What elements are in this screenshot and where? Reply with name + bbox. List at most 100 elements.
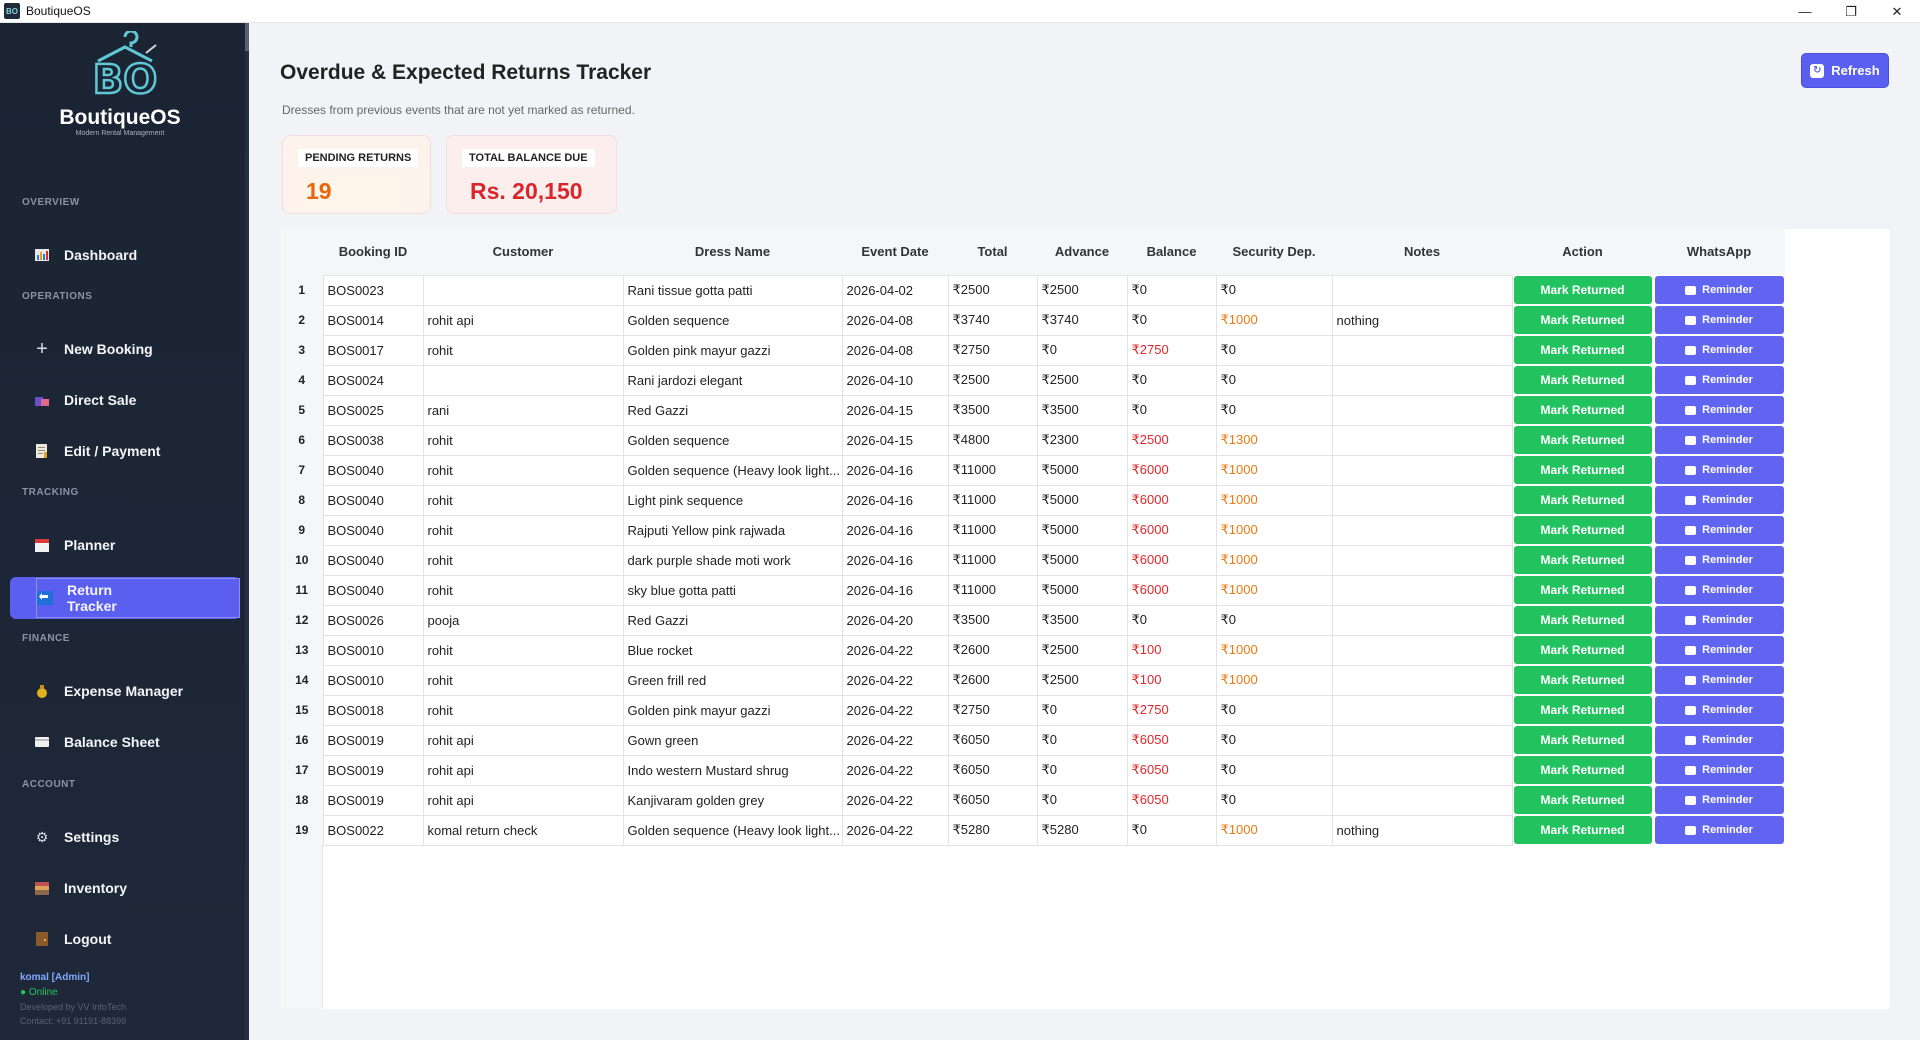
refresh-label: Refresh bbox=[1831, 63, 1880, 78]
total-cell: ₹3740 bbox=[947, 304, 1038, 336]
table-row[interactable]: 14 BOS0010 rohit Green frill red 2026-04-22 ₹… bbox=[281, 664, 1786, 696]
mark-returned-button[interactable]: Mark Returned bbox=[1513, 276, 1652, 304]
column-header[interactable]: Dress Name bbox=[623, 229, 842, 275]
mark-returned-button[interactable]: Mark Returned bbox=[1513, 426, 1652, 454]
column-header[interactable]: Event Date bbox=[842, 229, 948, 275]
mark-returned-button[interactable]: Mark Returned bbox=[1513, 366, 1652, 394]
mark-returned-button[interactable]: Mark Returned bbox=[1513, 516, 1652, 544]
reminder-button[interactable]: Reminder bbox=[1654, 786, 1784, 814]
nav-expense-manager[interactable]: Expense Manager bbox=[12, 672, 240, 710]
total-cell: ₹11000 bbox=[947, 574, 1038, 606]
nav-direct-sale[interactable]: Direct Sale bbox=[12, 381, 240, 419]
table-row[interactable]: 10 BOS0040 rohit dark purple shade moti wor… bbox=[281, 544, 1786, 576]
column-header[interactable]: Security Dep. bbox=[1216, 229, 1332, 275]
column-header[interactable]: Total bbox=[948, 229, 1037, 275]
customer-cell: rohit api bbox=[422, 784, 624, 816]
table-row[interactable]: 7 BOS0040 rohit Golden sequence (Heavy look… bbox=[281, 454, 1786, 486]
nav-balance-sheet[interactable]: Balance Sheet bbox=[12, 723, 240, 761]
table-row[interactable]: 1 BOS0023 Rani tissue gotta patti 2026-04-0… bbox=[281, 274, 1786, 306]
column-header[interactable]: Action bbox=[1512, 229, 1653, 275]
security-deposit-cell: ₹1000 bbox=[1215, 814, 1333, 846]
table-row[interactable]: 11 BOS0040 rohit sky blue gotta patti 2026-0… bbox=[281, 574, 1786, 606]
table-row[interactable]: 6 BOS0038 rohit Golden sequence 2026-04-15 ₹4… bbox=[281, 424, 1786, 456]
nav-logout[interactable]: Logout bbox=[12, 920, 240, 958]
table-row[interactable]: 3 BOS0017 rohit Golden pink mayur gazzi 2026… bbox=[281, 334, 1786, 366]
reminder-button[interactable]: Reminder bbox=[1654, 366, 1784, 394]
table-row[interactable]: 8 BOS0040 rohit Light pink sequence 2026-04-… bbox=[281, 484, 1786, 516]
table-row[interactable]: 13 BOS0010 rohit Blue rocket 2026-04-22 ₹2600… bbox=[281, 634, 1786, 666]
reminder-button[interactable]: Reminder bbox=[1654, 426, 1784, 454]
row-index: 19 bbox=[281, 815, 323, 845]
reminder-button[interactable]: Reminder bbox=[1654, 696, 1784, 724]
nav-edit-payment[interactable]: Edit / Payment bbox=[12, 432, 240, 470]
column-header[interactable]: Customer bbox=[423, 229, 623, 275]
reminder-button[interactable]: Reminder bbox=[1654, 396, 1784, 424]
reminder-button[interactable]: Reminder bbox=[1654, 666, 1784, 694]
minimize-button[interactable]: — bbox=[1798, 4, 1812, 19]
mark-returned-button[interactable]: Mark Returned bbox=[1513, 456, 1652, 484]
reminder-button[interactable]: Reminder bbox=[1654, 516, 1784, 544]
mark-returned-button[interactable]: Mark Returned bbox=[1513, 576, 1652, 604]
reminder-button[interactable]: Reminder bbox=[1654, 336, 1784, 364]
mark-returned-button[interactable]: Mark Returned bbox=[1513, 606, 1652, 634]
sidebar-scroll-thumb[interactable] bbox=[245, 23, 249, 51]
mark-returned-button[interactable]: Mark Returned bbox=[1513, 786, 1652, 814]
balance-due-label: TOTAL BALANCE DUE bbox=[462, 149, 595, 167]
close-button[interactable]: ✕ bbox=[1891, 3, 1903, 19]
mark-returned-button[interactable]: Mark Returned bbox=[1513, 486, 1652, 514]
mark-returned-button[interactable]: Mark Returned bbox=[1513, 666, 1652, 694]
reminder-button[interactable]: Reminder bbox=[1654, 606, 1784, 634]
reminder-button[interactable]: Reminder bbox=[1654, 636, 1784, 664]
refresh-button[interactable]: ↻ Refresh bbox=[1801, 53, 1889, 88]
table-row[interactable]: 2 BOS0014 rohit api Golden sequence 2026-04-… bbox=[281, 304, 1786, 336]
reminder-label: Reminder bbox=[1702, 344, 1753, 356]
mark-returned-button[interactable]: Mark Returned bbox=[1513, 756, 1652, 784]
nav-inventory[interactable]: Inventory bbox=[12, 869, 240, 907]
table-row[interactable]: 17 BOS0019 rohit api Indo western Mustard s… bbox=[281, 754, 1786, 786]
reminder-button[interactable]: Reminder bbox=[1654, 306, 1784, 334]
table-row[interactable]: 9 BOS0040 rohit Rajputi Yellow pink rajwada… bbox=[281, 514, 1786, 546]
mark-returned-button[interactable]: Mark Returned bbox=[1513, 306, 1652, 334]
notes-cell bbox=[1331, 364, 1513, 396]
table-row[interactable]: 18 BOS0019 rohit api Kanjivaram golden grey… bbox=[281, 784, 1786, 816]
column-header[interactable]: Booking ID bbox=[323, 229, 423, 275]
column-header[interactable]: Balance bbox=[1127, 229, 1216, 275]
mark-returned-button[interactable]: Mark Returned bbox=[1513, 336, 1652, 364]
sidebar-scrollbar[interactable] bbox=[245, 23, 249, 1040]
security-deposit-cell: ₹1000 bbox=[1215, 304, 1333, 336]
reminder-button[interactable]: Reminder bbox=[1654, 816, 1784, 844]
reminder-button[interactable]: Reminder bbox=[1654, 726, 1784, 754]
maximize-button[interactable]: ❐ bbox=[1845, 3, 1857, 19]
column-header[interactable]: WhatsApp bbox=[1653, 229, 1785, 275]
table-row[interactable]: 16 BOS0019 rohit api Gown green 2026-04-22 ₹6… bbox=[281, 724, 1786, 756]
row-index: 13 bbox=[281, 635, 323, 665]
reminder-button[interactable]: Reminder bbox=[1654, 276, 1784, 304]
table-row[interactable]: 19 BOS0022 komal return check Golden sequen… bbox=[281, 814, 1786, 846]
table-row[interactable]: 12 BOS0026 pooja Red Gazzi 2026-04-20 ₹3500 ₹3… bbox=[281, 604, 1786, 636]
mark-returned-button[interactable]: Mark Returned bbox=[1513, 816, 1652, 844]
reminder-button[interactable]: Reminder bbox=[1654, 576, 1784, 604]
mark-returned-button[interactable]: Mark Returned bbox=[1513, 546, 1652, 574]
dress-name-cell: Red Gazzi bbox=[622, 394, 843, 426]
nav-planner[interactable]: Planner bbox=[12, 526, 240, 564]
nav-dashboard[interactable]: Dashboard bbox=[12, 236, 240, 274]
nav-settings[interactable]: ⚙ Settings bbox=[12, 818, 240, 856]
reminder-button[interactable]: Reminder bbox=[1654, 456, 1784, 484]
reminder-label: Reminder bbox=[1702, 374, 1753, 386]
mark-returned-button[interactable]: Mark Returned bbox=[1513, 636, 1652, 664]
table-row[interactable]: 5 BOS0025 rani Red Gazzi 2026-04-15 ₹3500 ₹350… bbox=[281, 394, 1786, 426]
mark-returned-button[interactable]: Mark Returned bbox=[1513, 396, 1652, 424]
table-row[interactable]: 15 BOS0018 rohit Golden pink mayur gazzi 202… bbox=[281, 694, 1786, 726]
reminder-button[interactable]: Reminder bbox=[1654, 486, 1784, 514]
mark-returned-button[interactable]: Mark Returned bbox=[1513, 696, 1652, 724]
reminder-button[interactable]: Reminder bbox=[1654, 546, 1784, 574]
table-row[interactable]: 4 BOS0024 Rani jardozi elegant 2026-04-10 ₹2… bbox=[281, 364, 1786, 396]
nav-new-booking[interactable]: + New Booking bbox=[12, 330, 240, 368]
column-header[interactable]: Advance bbox=[1037, 229, 1127, 275]
whatsapp-cell: Reminder bbox=[1652, 544, 1786, 576]
mark-returned-button[interactable]: Mark Returned bbox=[1513, 726, 1652, 754]
reminder-button[interactable]: Reminder bbox=[1654, 756, 1784, 784]
nav-return-tracker[interactable]: Return Tracker bbox=[10, 577, 240, 619]
security-deposit-cell: ₹1000 bbox=[1215, 634, 1333, 666]
column-header[interactable]: Notes bbox=[1332, 229, 1512, 275]
